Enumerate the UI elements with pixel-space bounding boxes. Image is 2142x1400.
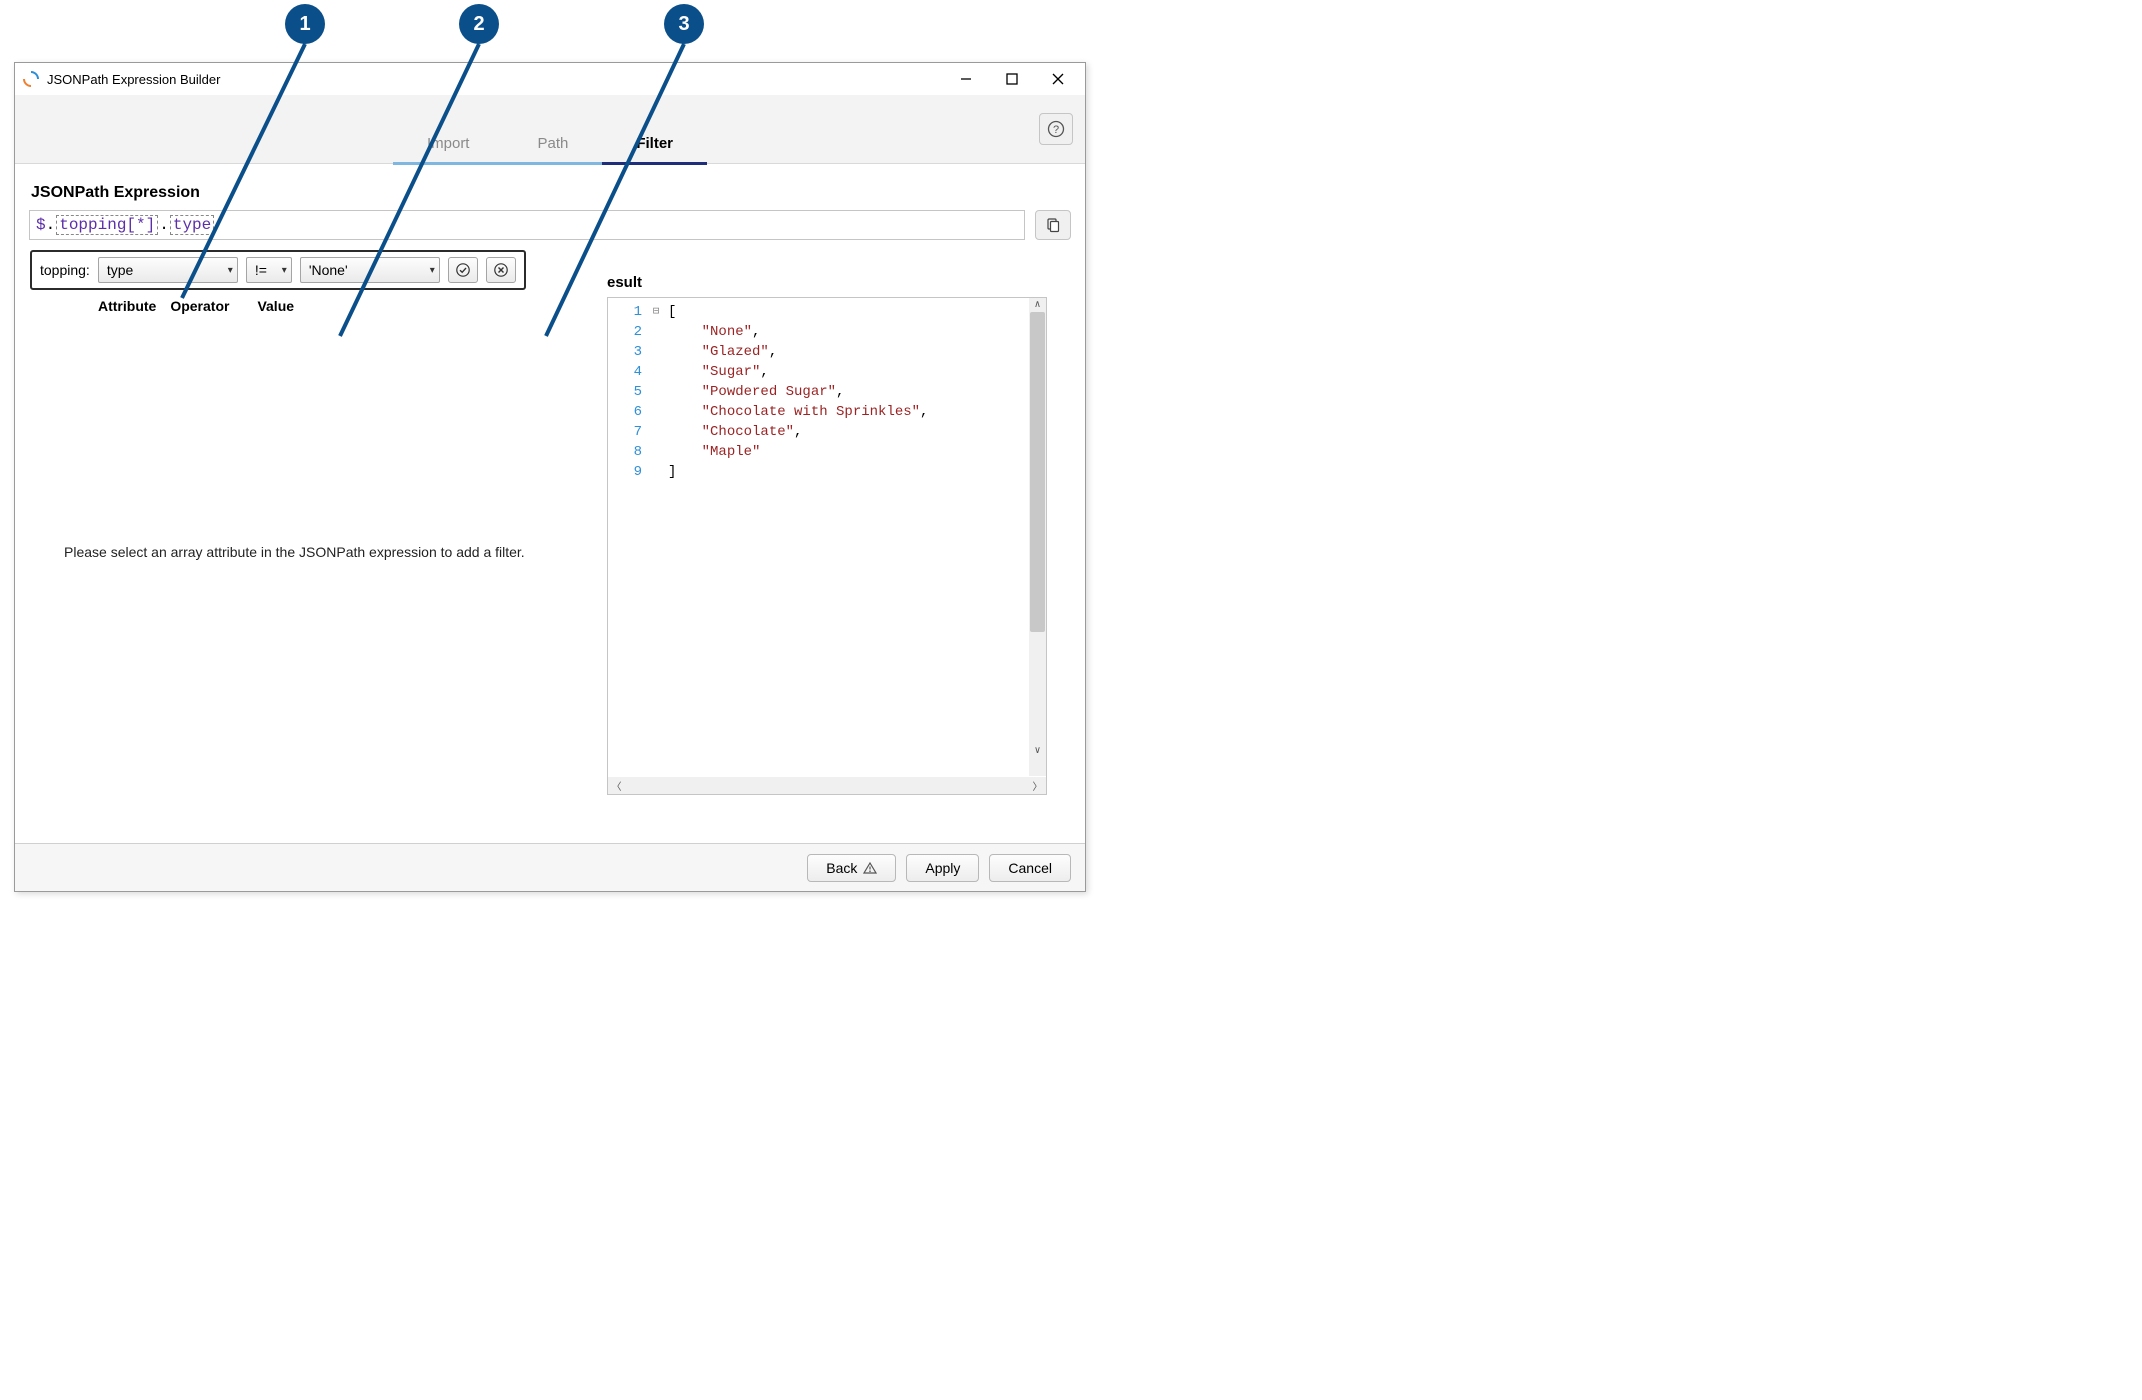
close-button[interactable] — [1035, 64, 1081, 94]
column-headers: Attribute Operator Value — [98, 298, 600, 314]
cancel-button[interactable]: Cancel — [989, 854, 1071, 882]
tab-filter[interactable]: Filter — [602, 127, 707, 164]
horizontal-scrollbar[interactable]: 〈 〉 — [608, 777, 1046, 794]
tab-path[interactable]: Path — [503, 127, 602, 164]
filter-operator-dropdown[interactable]: != ▾ — [246, 257, 292, 283]
help-button[interactable]: ? — [1039, 113, 1073, 145]
col-value: Value — [257, 298, 294, 314]
callout-2-badge: 2 — [459, 4, 499, 44]
content-area: JSONPath Expression $.topping[*].type to… — [15, 164, 1085, 843]
expr-token-dot: . — [46, 216, 56, 234]
filter-popover: topping: type ▾ != ▾ 'None' ▾ — [30, 250, 526, 290]
titlebar: JSONPath Expression Builder — [15, 63, 1085, 95]
warning-icon — [863, 861, 877, 875]
dialog-window: JSONPath Expression Builder Import Path … — [14, 62, 1086, 892]
scroll-down-icon[interactable]: ∨ — [1029, 744, 1046, 758]
footer: Back Apply Cancel — [15, 843, 1085, 891]
scrollbar-thumb[interactable] — [1030, 312, 1045, 632]
filter-list-panel: Attribute Operator Value Please select a… — [30, 294, 600, 560]
chevron-down-icon: ▾ — [282, 265, 287, 276]
expression-input[interactable]: $.topping[*].type — [29, 210, 1025, 240]
line-number-gutter: 123456789 — [608, 298, 648, 482]
code-lines: [ "None", "Glazed", "Sugar", "Powdered S… — [664, 298, 928, 482]
result-panel: esult 123456789 ⊟ [ "None", "Glazed", "S… — [607, 274, 1047, 794]
col-operator: Operator — [170, 298, 229, 314]
filter-cancel-button[interactable] — [486, 257, 516, 283]
vertical-scrollbar[interactable]: ∧ ∨ — [1029, 298, 1046, 776]
copy-button[interactable] — [1035, 210, 1071, 240]
filter-attribute-dropdown[interactable]: type ▾ — [98, 257, 238, 283]
chevron-down-icon: ▾ — [228, 265, 233, 276]
apply-button[interactable]: Apply — [906, 854, 979, 882]
expr-token-dot-2: . — [159, 216, 169, 234]
filter-label: topping: — [40, 262, 90, 278]
fold-gutter[interactable]: ⊟ — [648, 298, 664, 482]
scroll-left-icon[interactable]: 〈 — [608, 777, 625, 794]
maximize-button[interactable] — [989, 64, 1035, 94]
scroll-right-icon[interactable]: 〉 — [1029, 777, 1046, 794]
callout-1-badge: 1 — [285, 4, 325, 44]
expr-token-dollar: $ — [36, 216, 46, 234]
svg-text:?: ? — [1053, 124, 1059, 136]
expr-token-type[interactable]: type — [170, 215, 214, 235]
filter-value-dropdown[interactable]: 'None' ▾ — [300, 257, 440, 283]
tab-import[interactable]: Import — [393, 127, 504, 164]
filter-confirm-button[interactable] — [448, 257, 478, 283]
window-title: JSONPath Expression Builder — [47, 72, 220, 87]
result-label: esult — [607, 274, 1047, 291]
filter-value-value: 'None' — [309, 262, 348, 278]
callout-3-badge: 3 — [664, 4, 704, 44]
back-button[interactable]: Back — [807, 854, 896, 882]
filter-operator-value: != — [255, 262, 267, 278]
app-icon — [23, 71, 39, 87]
expr-token-topping[interactable]: topping[*] — [56, 215, 158, 235]
chevron-down-icon: ▾ — [430, 265, 435, 276]
result-code-area[interactable]: 123456789 ⊟ [ "None", "Glazed", "Sugar",… — [607, 297, 1047, 795]
col-attribute: Attribute — [98, 298, 156, 314]
scroll-up-icon[interactable]: ∧ — [1029, 298, 1046, 312]
expression-section-title: JSONPath Expression — [31, 184, 1071, 202]
tab-strip: Import Path Filter ? — [15, 95, 1085, 164]
minimize-button[interactable] — [943, 64, 989, 94]
canvas: 1 2 3 JSONPath Expression Builder — [0, 0, 1100, 920]
filter-attribute-value: type — [107, 262, 133, 278]
helper-text: Please select an array attribute in the … — [64, 544, 600, 560]
